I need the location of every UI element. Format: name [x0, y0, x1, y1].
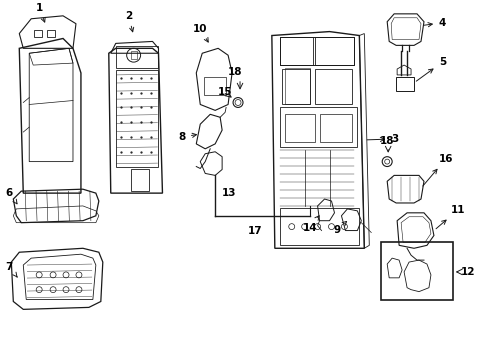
Text: 13: 13 — [222, 188, 237, 198]
Bar — [381, 242, 453, 300]
Text: 7: 7 — [6, 262, 17, 277]
Text: 12: 12 — [461, 267, 475, 277]
Text: 5: 5 — [416, 57, 446, 81]
Text: 10: 10 — [193, 23, 208, 42]
Bar — [282, 69, 310, 104]
Bar — [280, 208, 359, 245]
Text: 17: 17 — [247, 226, 262, 235]
Bar — [116, 46, 158, 68]
Text: 9: 9 — [334, 221, 346, 234]
Bar — [315, 69, 352, 104]
Text: 2: 2 — [125, 11, 134, 32]
Bar — [131, 170, 148, 191]
Bar — [280, 37, 354, 65]
Text: 3: 3 — [367, 134, 398, 144]
Bar — [280, 107, 357, 147]
Text: 16: 16 — [423, 154, 453, 186]
Text: 14: 14 — [302, 216, 319, 233]
Bar — [131, 51, 137, 59]
Bar — [116, 70, 158, 167]
Bar — [396, 77, 414, 91]
Bar — [315, 37, 354, 65]
Bar — [34, 30, 42, 36]
Text: 4: 4 — [424, 18, 446, 28]
Text: 11: 11 — [436, 205, 466, 229]
Bar — [280, 37, 313, 65]
Bar — [47, 30, 55, 36]
Text: 6: 6 — [6, 188, 17, 204]
Text: 15: 15 — [218, 87, 232, 96]
Bar — [204, 77, 226, 95]
Bar — [285, 114, 315, 142]
Bar — [319, 114, 352, 142]
Text: 18: 18 — [380, 136, 394, 146]
Text: 8: 8 — [179, 132, 196, 142]
Text: 1: 1 — [36, 3, 45, 22]
Text: 18: 18 — [228, 67, 243, 77]
